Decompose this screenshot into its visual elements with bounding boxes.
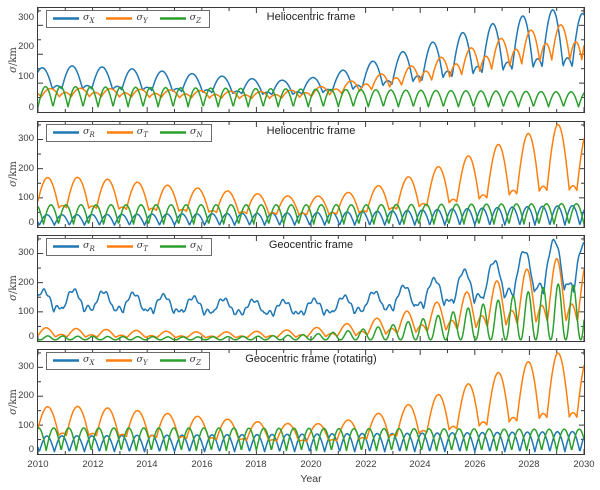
- y-tick-label: 100: [18, 306, 34, 317]
- y-tick-label: 200: [18, 41, 34, 52]
- legend-entry: σR: [53, 127, 95, 139]
- y-tick-label: 100: [18, 420, 34, 431]
- legend-label: σR: [83, 126, 95, 139]
- y-tick-label: 200: [18, 163, 34, 174]
- x-tick-label: 2030: [573, 459, 595, 470]
- legend-label: σX: [83, 354, 95, 367]
- y-tick-label: 200: [18, 277, 34, 288]
- y-tick-label: 100: [18, 71, 34, 82]
- y-tick-label: 0: [28, 331, 34, 342]
- x-tick-label: 2020: [300, 459, 322, 470]
- legend-line-swatch: [106, 17, 133, 21]
- x-tick-label: 2014: [136, 459, 158, 470]
- legend-label: σX: [83, 12, 95, 25]
- legend-line-swatch: [159, 131, 186, 135]
- y-tick-label: 0: [28, 217, 34, 228]
- y-axis-label: σ/km: [8, 275, 19, 301]
- x-tick-label: 2016: [191, 459, 213, 470]
- legend-2: σR σT σN: [46, 124, 212, 142]
- y-tick-label: 300: [18, 247, 34, 258]
- legend-label: σN: [189, 240, 203, 253]
- legend-line-swatch: [53, 131, 79, 135]
- y-tick-label: 0: [28, 102, 34, 113]
- legend-entry: σX: [53, 355, 94, 367]
- legend-entry: σY: [106, 12, 148, 25]
- y-axis-label: σ/km: [8, 47, 19, 73]
- legend-line-swatch: [53, 245, 79, 249]
- legend-label: σZ: [189, 12, 201, 25]
- legend-line-swatch: [106, 245, 133, 249]
- subplot-geocentric-rotating-xyz: Geocentric frame (rotating) σX σY σZ: [37, 349, 585, 455]
- x-tick-label: 2012: [82, 459, 104, 470]
- legend-entry: σZ: [159, 12, 201, 25]
- y-axis-label: σ/km: [8, 161, 19, 187]
- subplot-heliocentric-rtn: Heliocentric frame σR σT σN: [37, 121, 585, 228]
- legend-entry: σR: [53, 241, 95, 253]
- legend-entry: σN: [159, 126, 203, 139]
- legend-line-swatch: [159, 245, 186, 249]
- subplot-geocentric-rtn: Geocentric frame σR σT σN: [37, 235, 585, 342]
- x-tick-label: 2022: [355, 459, 377, 470]
- legend-entry: σT: [106, 126, 148, 139]
- legend-label: σY: [136, 354, 148, 367]
- legend-label: σT: [136, 240, 148, 253]
- legend-1: σX σY σZ: [46, 10, 210, 28]
- legend-line-swatch: [159, 17, 186, 21]
- y-tick-label: 300: [18, 133, 34, 144]
- legend-3: σR σT σN: [46, 238, 212, 256]
- y-tick-label: 200: [18, 390, 34, 401]
- legend-line-swatch: [159, 359, 186, 363]
- legend-entry: σT: [106, 240, 148, 253]
- y-axis-label: σ/km: [8, 389, 19, 415]
- legend-label: σY: [136, 12, 148, 25]
- plot-area-4: [38, 350, 584, 454]
- legend-entry: σN: [159, 240, 203, 253]
- x-tick-label: 2028: [518, 459, 540, 470]
- subplot-heliocentric-xyz: Heliocentric frame σX σY σZ: [37, 7, 585, 113]
- legend-line-swatch: [106, 359, 133, 363]
- legend-label: σN: [189, 126, 203, 139]
- legend-line-swatch: [53, 359, 79, 363]
- legend-line-swatch: [53, 17, 79, 21]
- legend-label: σR: [83, 240, 95, 253]
- legend-label: σT: [136, 126, 148, 139]
- x-axis-label: Year: [300, 473, 322, 485]
- legend-entry: σX: [53, 13, 94, 25]
- plot-area-1: [38, 8, 584, 112]
- x-tick-label: 2018: [245, 459, 267, 470]
- y-tick-label: 300: [18, 12, 34, 23]
- x-tick-label: 2026: [464, 459, 486, 470]
- legend-4: σX σY σZ: [46, 352, 210, 370]
- plot-area-2: [38, 122, 584, 227]
- legend-line-swatch: [106, 131, 133, 135]
- legend-label: σZ: [189, 354, 201, 367]
- y-tick-label: 0: [28, 444, 34, 455]
- y-tick-label: 300: [18, 361, 34, 372]
- x-tick-label: 2024: [409, 459, 431, 470]
- legend-entry: σY: [106, 354, 148, 367]
- y-tick-label: 100: [18, 192, 34, 203]
- legend-entry: σZ: [159, 354, 201, 367]
- x-tick-label: 2010: [27, 459, 49, 470]
